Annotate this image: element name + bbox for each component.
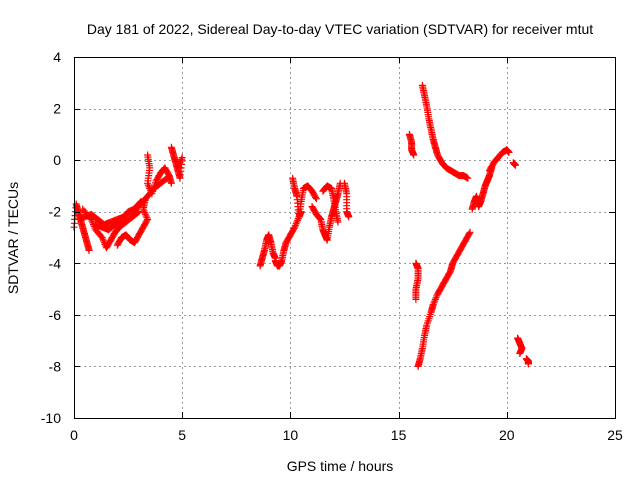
data-point: [174, 164, 182, 172]
data-point: [312, 194, 320, 201]
data-point: [144, 181, 152, 189]
data-point: [410, 151, 418, 159]
data-point: [141, 209, 149, 217]
y-tick-label-5: 0: [53, 152, 61, 168]
data-point: [431, 297, 439, 305]
x-tick-label-1: 5: [178, 427, 186, 443]
data-point: [175, 162, 183, 170]
series-arc-c7: [509, 159, 519, 169]
y-tick-label-0: -10: [41, 410, 61, 426]
data-point: [290, 225, 298, 232]
series-arc-a5: [113, 195, 152, 249]
data-point: [516, 350, 524, 357]
data-point: [466, 228, 474, 236]
data-point: [297, 208, 305, 216]
y-axis-label: SDTVAR / TECUs: [5, 182, 21, 294]
data-point: [293, 218, 301, 226]
data-point: [412, 259, 420, 267]
data-point: [178, 155, 185, 163]
data-point: [345, 213, 353, 221]
series-arc-b6: [341, 179, 353, 221]
series-arc-c6: [486, 146, 513, 174]
x-axis-label: GPS time / hours: [287, 458, 394, 474]
data-point: [465, 230, 473, 238]
y-tick-label-2: -6: [49, 307, 62, 323]
x-tick-label-4: 20: [499, 427, 515, 443]
series-arc-b1: [256, 231, 279, 270]
data-point: [334, 218, 342, 226]
series-arc-c2: [412, 259, 422, 303]
series-arc-c8: [514, 334, 526, 357]
data-point: [291, 223, 299, 231]
data-point: [294, 216, 302, 224]
data-point: [143, 214, 151, 222]
y-tick-label-7: 4: [53, 49, 61, 65]
data-point: [292, 220, 300, 228]
grid-lines: [74, 57, 615, 418]
x-tick-label-2: 10: [283, 427, 299, 443]
series-arc-c4: [414, 228, 474, 370]
series-arc-a6: [144, 151, 175, 198]
series-arc-c9: [522, 355, 532, 368]
data-point: [178, 154, 186, 162]
data-point: [134, 209, 142, 217]
series-arc-c1: [405, 130, 418, 159]
series-arc-a3: [79, 205, 143, 252]
x-tick-label-5: 25: [607, 427, 623, 443]
y-tick-label-4: -2: [49, 204, 62, 220]
data-point: [176, 159, 184, 167]
data-point: [431, 295, 439, 303]
axis-ticks: 0 5 10 15 20 25 -10 -8 -6 -4 -2 0 2 4: [41, 49, 623, 443]
series-arc-a4: [92, 174, 171, 234]
data-point: [512, 161, 519, 169]
data-series: [70, 81, 532, 370]
data-point: [88, 217, 96, 225]
series-arc-b4: [308, 179, 344, 244]
series-arc-c3: [418, 81, 472, 182]
data-point: [464, 174, 472, 182]
y-tick-label-3: -4: [49, 255, 62, 271]
y-tick-label-6: 2: [53, 101, 61, 117]
data-point: [144, 215, 152, 223]
x-tick-label-0: 0: [70, 427, 78, 443]
series-arc-a7: [167, 143, 186, 182]
data-point: [98, 234, 106, 241]
data-point: [433, 292, 441, 300]
data-point: [141, 195, 149, 203]
data-point: [85, 246, 93, 254]
chart-title: Day 181 of 2022, Sidereal Day-to-day VTE…: [87, 21, 593, 37]
y-tick-label-1: -8: [49, 358, 62, 374]
plot-border: [74, 57, 616, 419]
data-point: [141, 210, 149, 218]
data-point: [167, 179, 175, 187]
data-point: [177, 157, 185, 165]
x-tick-label-3: 15: [391, 427, 407, 443]
data-point: [429, 301, 437, 308]
data-point: [430, 299, 438, 307]
data-point: [524, 360, 532, 368]
series-arc-b3: [289, 174, 305, 221]
series-arc-b5: [319, 182, 342, 226]
data-point: [505, 148, 513, 156]
data-point: [142, 212, 150, 220]
data-point: [135, 208, 143, 216]
series-arc-c5: [468, 164, 496, 213]
data-point: [99, 235, 107, 243]
data-point: [312, 195, 320, 203]
